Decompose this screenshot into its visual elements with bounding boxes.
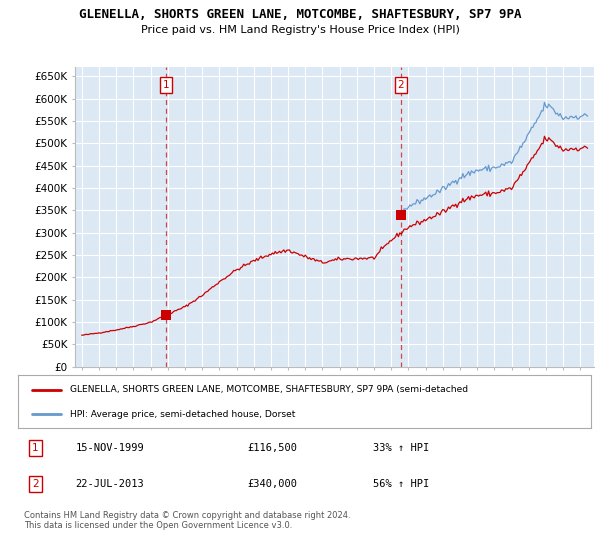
Text: 2: 2: [32, 479, 38, 489]
Text: 56% ↑ HPI: 56% ↑ HPI: [373, 479, 430, 489]
Text: Contains HM Land Registry data © Crown copyright and database right 2024.
This d: Contains HM Land Registry data © Crown c…: [24, 511, 350, 530]
Text: 1: 1: [163, 80, 169, 90]
Text: GLENELLA, SHORTS GREEN LANE, MOTCOMBE, SHAFTESBURY, SP7 9PA (semi-detached: GLENELLA, SHORTS GREEN LANE, MOTCOMBE, S…: [70, 385, 467, 394]
Text: 22-JUL-2013: 22-JUL-2013: [76, 479, 144, 489]
Text: HPI: Average price, semi-detached house, Dorset: HPI: Average price, semi-detached house,…: [70, 409, 295, 418]
Text: GLENELLA, SHORTS GREEN LANE, MOTCOMBE, SHAFTESBURY, SP7 9PA: GLENELLA, SHORTS GREEN LANE, MOTCOMBE, S…: [79, 8, 521, 21]
Text: 1: 1: [32, 443, 38, 453]
Text: 2: 2: [397, 80, 404, 90]
Text: 33% ↑ HPI: 33% ↑ HPI: [373, 443, 430, 453]
Text: £340,000: £340,000: [247, 479, 297, 489]
Text: 15-NOV-1999: 15-NOV-1999: [76, 443, 144, 453]
Text: Price paid vs. HM Land Registry's House Price Index (HPI): Price paid vs. HM Land Registry's House …: [140, 25, 460, 35]
Text: £116,500: £116,500: [247, 443, 297, 453]
